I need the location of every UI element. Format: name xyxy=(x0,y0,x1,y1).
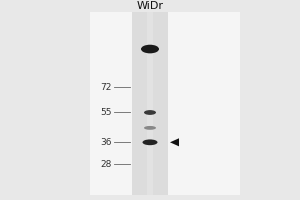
Text: 55: 55 xyxy=(100,108,112,117)
Ellipse shape xyxy=(144,126,156,130)
Bar xyxy=(147,12,153,195)
Text: 28: 28 xyxy=(100,160,112,169)
Text: 36: 36 xyxy=(100,138,112,147)
Ellipse shape xyxy=(142,139,158,145)
Text: WiDr: WiDr xyxy=(136,1,164,11)
Text: 72: 72 xyxy=(100,83,112,92)
Bar xyxy=(132,12,168,195)
Ellipse shape xyxy=(141,45,159,53)
Ellipse shape xyxy=(144,110,156,115)
Polygon shape xyxy=(170,138,179,146)
Bar xyxy=(90,12,240,195)
